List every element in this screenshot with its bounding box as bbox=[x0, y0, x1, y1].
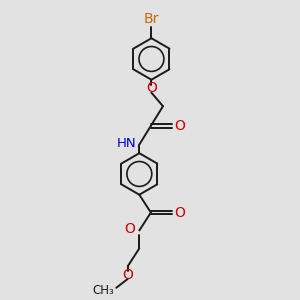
Text: O: O bbox=[124, 222, 135, 236]
Text: O: O bbox=[122, 268, 133, 282]
Text: CH₃: CH₃ bbox=[92, 284, 114, 297]
Text: O: O bbox=[175, 206, 185, 220]
Text: O: O bbox=[146, 81, 157, 95]
Text: Br: Br bbox=[144, 12, 159, 26]
Text: O: O bbox=[175, 119, 185, 133]
Text: HN: HN bbox=[116, 137, 136, 150]
